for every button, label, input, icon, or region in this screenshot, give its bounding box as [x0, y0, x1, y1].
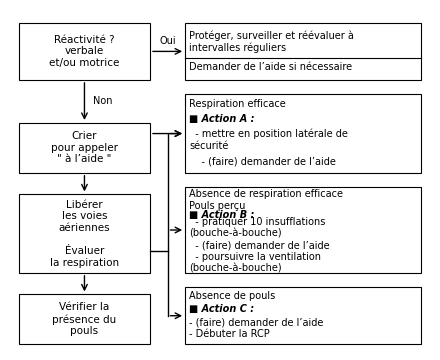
Text: Absence de respiration efficace
Pouls perçu: Absence de respiration efficace Pouls pe…: [189, 189, 343, 211]
Text: Absence de pouls: Absence de pouls: [189, 291, 275, 301]
Text: Oui: Oui: [159, 36, 176, 46]
Text: Demander de l’aide si nécessaire: Demander de l’aide si nécessaire: [189, 62, 352, 72]
Text: Libérer
les voies
aériennes

Évaluer
la respiration: Libérer les voies aériennes Évaluer la r…: [50, 199, 119, 267]
FancyBboxPatch shape: [185, 187, 421, 273]
Text: Protéger, surveiller et réévaluer à
intervalles réguliers: Protéger, surveiller et réévaluer à inte…: [189, 31, 354, 53]
Text: - (faire) demander de l’aide: - (faire) demander de l’aide: [189, 157, 336, 166]
Text: - pratiquer 10 insufflations
(bouche-à-bouche)
  - (faire) demander de l’aide
  : - pratiquer 10 insufflations (bouche-à-b…: [189, 217, 330, 274]
FancyBboxPatch shape: [185, 287, 421, 344]
FancyBboxPatch shape: [19, 23, 150, 80]
FancyBboxPatch shape: [19, 194, 150, 273]
FancyBboxPatch shape: [19, 294, 150, 344]
Text: Crier
pour appeler
" à l’aide ": Crier pour appeler " à l’aide ": [51, 131, 118, 165]
FancyBboxPatch shape: [185, 94, 421, 173]
Text: Réactivité ?
verbale
et/ou motrice: Réactivité ? verbale et/ou motrice: [49, 35, 120, 68]
Text: ■ Action C :: ■ Action C :: [189, 304, 254, 314]
Text: Vérifier la
présence du
pouls: Vérifier la présence du pouls: [52, 302, 117, 336]
Text: Non: Non: [93, 96, 113, 107]
FancyBboxPatch shape: [185, 23, 421, 80]
Text: ■ Action A :: ■ Action A :: [189, 113, 255, 123]
Text: ■ Action B :: ■ Action B :: [189, 210, 255, 220]
Text: - mettre en position latérale de
sécurité: - mettre en position latérale de sécurit…: [189, 129, 348, 151]
Text: Respiration efficace: Respiration efficace: [189, 99, 286, 109]
Text: - (faire) demander de l’aide
- Débuter la RCP: - (faire) demander de l’aide - Débuter l…: [189, 317, 324, 339]
FancyBboxPatch shape: [19, 123, 150, 173]
